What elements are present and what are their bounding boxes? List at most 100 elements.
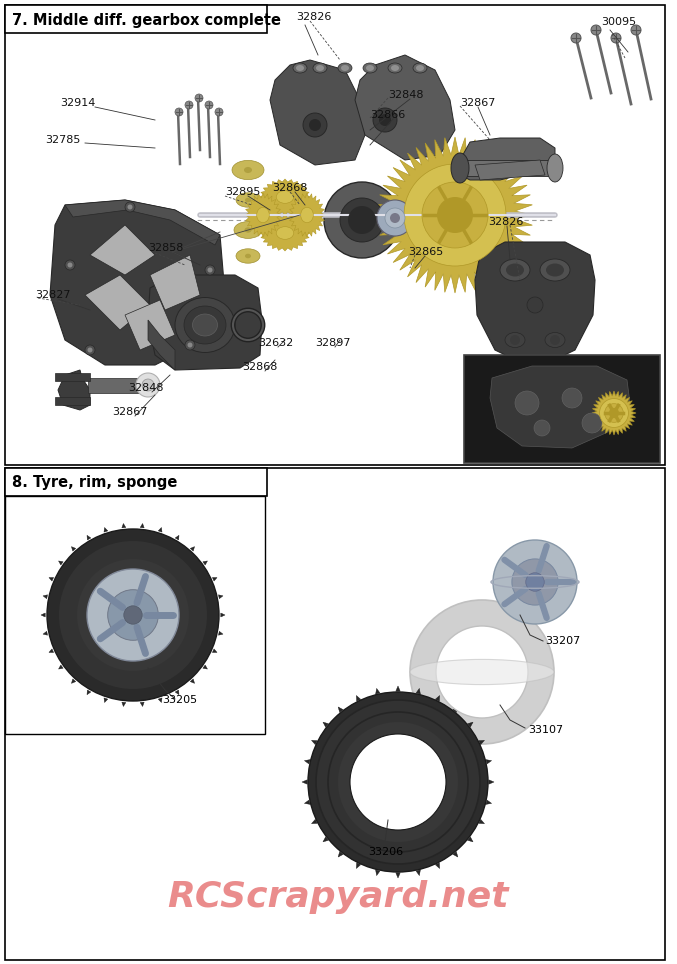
Circle shape [205, 101, 213, 109]
Text: 32897: 32897 [315, 338, 351, 348]
Polygon shape [219, 631, 223, 635]
Bar [55, 373, 90, 381]
Circle shape [77, 559, 189, 671]
Ellipse shape [175, 298, 235, 353]
Text: 32867: 32867 [460, 98, 496, 108]
Circle shape [385, 208, 405, 228]
Polygon shape [376, 688, 380, 694]
Polygon shape [72, 679, 76, 683]
Bar [464, 355, 660, 463]
Ellipse shape [296, 65, 304, 71]
Polygon shape [150, 255, 200, 310]
Text: 32858: 32858 [148, 243, 183, 253]
Polygon shape [87, 690, 91, 695]
Circle shape [87, 347, 93, 353]
Bar [88, 378, 143, 393]
Circle shape [207, 267, 213, 273]
Text: 8. Tyre, rim, sponge: 8. Tyre, rim, sponge [12, 475, 177, 491]
Polygon shape [355, 55, 455, 160]
Ellipse shape [313, 63, 327, 73]
Circle shape [136, 373, 160, 397]
Text: 32866: 32866 [370, 110, 406, 120]
Polygon shape [85, 275, 150, 330]
Text: 32868: 32868 [242, 362, 278, 372]
Polygon shape [221, 613, 225, 617]
Polygon shape [49, 649, 53, 653]
Circle shape [340, 198, 384, 242]
Circle shape [185, 101, 193, 109]
Circle shape [85, 345, 95, 355]
Polygon shape [213, 577, 217, 581]
Polygon shape [59, 561, 63, 565]
Circle shape [582, 413, 602, 433]
Ellipse shape [451, 153, 469, 183]
Circle shape [377, 200, 413, 236]
Circle shape [631, 25, 641, 35]
Ellipse shape [293, 63, 307, 73]
Polygon shape [592, 391, 636, 435]
Text: 32848: 32848 [128, 383, 164, 393]
Circle shape [436, 626, 528, 718]
Polygon shape [59, 665, 63, 669]
Ellipse shape [245, 254, 251, 258]
Text: 32914: 32914 [60, 98, 95, 108]
Ellipse shape [245, 198, 251, 202]
Polygon shape [416, 688, 420, 694]
Circle shape [373, 108, 397, 132]
Text: 33206: 33206 [368, 847, 403, 857]
Circle shape [59, 541, 207, 689]
Circle shape [108, 590, 158, 640]
Polygon shape [489, 780, 494, 785]
Circle shape [571, 33, 581, 43]
Circle shape [316, 700, 480, 864]
Polygon shape [175, 690, 179, 695]
Circle shape [83, 565, 183, 665]
Polygon shape [104, 698, 108, 703]
Text: 32827: 32827 [35, 290, 70, 300]
Polygon shape [43, 631, 47, 635]
Text: 7. Middle diff. gearbox complete: 7. Middle diff. gearbox complete [12, 13, 281, 28]
Polygon shape [270, 60, 365, 165]
Polygon shape [260, 179, 310, 215]
Polygon shape [158, 527, 162, 532]
Text: 32867: 32867 [112, 407, 148, 417]
Polygon shape [376, 870, 380, 875]
Circle shape [390, 213, 400, 223]
Text: 30095: 30095 [601, 17, 636, 27]
Polygon shape [490, 366, 630, 448]
Bar [5, 5, 267, 33]
Circle shape [338, 722, 458, 842]
Circle shape [346, 730, 450, 834]
Ellipse shape [244, 228, 251, 232]
Circle shape [512, 559, 558, 605]
Ellipse shape [257, 207, 269, 223]
Polygon shape [323, 722, 328, 727]
Text: 32848: 32848 [388, 90, 424, 100]
Bar [5, 496, 265, 734]
Text: 32826: 32826 [296, 12, 331, 22]
Polygon shape [175, 535, 179, 540]
Text: 32826: 32826 [488, 217, 523, 227]
Ellipse shape [366, 65, 374, 71]
Circle shape [308, 692, 488, 872]
Ellipse shape [234, 222, 262, 238]
Polygon shape [219, 595, 223, 599]
Circle shape [550, 335, 560, 345]
Polygon shape [338, 851, 343, 857]
Circle shape [515, 391, 539, 415]
Circle shape [205, 265, 215, 275]
Polygon shape [435, 695, 439, 701]
Bar [5, 468, 267, 496]
Polygon shape [305, 760, 310, 764]
Circle shape [127, 204, 133, 209]
Polygon shape [90, 225, 155, 275]
Ellipse shape [545, 333, 565, 347]
Polygon shape [140, 523, 144, 528]
Polygon shape [43, 595, 47, 599]
Text: 32868: 32868 [272, 183, 307, 193]
Circle shape [493, 540, 577, 624]
Bar [5, 468, 665, 960]
Circle shape [510, 335, 520, 345]
Circle shape [324, 182, 400, 258]
Circle shape [185, 340, 195, 350]
